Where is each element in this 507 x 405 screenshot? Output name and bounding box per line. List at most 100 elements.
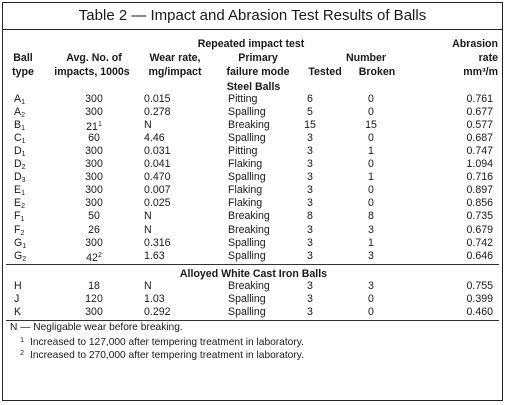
cell-ball-type: E2 bbox=[14, 197, 25, 211]
cell-avg-impacts: 120 bbox=[85, 292, 103, 305]
cell-wear-rate: 0.031 bbox=[144, 145, 171, 158]
cell-broken: 0 bbox=[368, 132, 374, 145]
cell-wear-rate: 1.63 bbox=[144, 249, 165, 262]
cell-tested: 3 bbox=[307, 223, 313, 236]
cell-wear-rate: N bbox=[144, 119, 152, 132]
cell-avg-impacts: 26 bbox=[88, 223, 100, 236]
cell-tested: 15 bbox=[304, 119, 316, 132]
table-row: C1 60 4.46 Spalling 3 0 0.687 bbox=[0, 132, 507, 145]
cell-abrasion-rate: 0.747 bbox=[466, 145, 493, 158]
cell-ball-type: G1 bbox=[14, 236, 27, 250]
header-type: type bbox=[12, 66, 34, 78]
cell-wear-rate: 0.292 bbox=[144, 305, 171, 318]
footnote-text: Increased to 270,000 after tempering tre… bbox=[30, 349, 304, 361]
cell-broken: 0 bbox=[368, 197, 374, 210]
cell-abrasion-rate: 0.679 bbox=[466, 223, 493, 236]
cell-wear-rate: 0.007 bbox=[144, 184, 171, 197]
footnote-mark: 1 bbox=[20, 336, 24, 344]
cell-avg-impacts: 300 bbox=[85, 145, 103, 158]
cell-tested: 5 bbox=[307, 106, 313, 119]
cell-failure-mode: Pitting bbox=[228, 93, 258, 105]
table-row: K 300 0.292 Spalling 3 0 0.460 bbox=[0, 306, 507, 318]
cell-wear-rate: N bbox=[144, 279, 152, 292]
header-wear-rate: Wear rate, bbox=[149, 52, 201, 64]
footnote-text: Increased to 127,000 after tempering tre… bbox=[30, 336, 304, 348]
table-row: G1 300 0.316 Spalling 3 1 0.742 bbox=[0, 236, 507, 250]
cell-tested: 3 bbox=[307, 249, 313, 262]
cell-abrasion-rate: 0.687 bbox=[466, 132, 493, 145]
cell-tested: 3 bbox=[307, 236, 313, 249]
cell-broken: 0 bbox=[368, 158, 374, 171]
cell-ball-type: J bbox=[14, 292, 20, 305]
header-avg-no-of: Avg. No. of bbox=[66, 52, 122, 64]
cell-broken: 0 bbox=[368, 184, 374, 197]
cell-avg-impacts: 18 bbox=[88, 279, 100, 292]
cell-abrasion-rate: 0.577 bbox=[466, 119, 493, 132]
header-ball: Ball bbox=[13, 52, 33, 64]
cell-tested: 8 bbox=[307, 210, 313, 223]
cell-avg-impacts: 60 bbox=[88, 132, 100, 145]
cell-broken: 1 bbox=[368, 171, 374, 184]
section-divider bbox=[6, 263, 499, 265]
cell-ball-type: F2 bbox=[14, 223, 25, 237]
cell-avg-impacts: 300 bbox=[85, 93, 103, 105]
cell-abrasion-rate: 0.646 bbox=[466, 249, 493, 262]
cell-wear-rate: 0.470 bbox=[144, 171, 171, 184]
cell-avg-impacts: 300 bbox=[85, 197, 103, 210]
cell-abrasion-rate: 0.856 bbox=[466, 197, 493, 210]
header-impacts-1000s: impacts, 1000s bbox=[54, 66, 130, 78]
cell-tested: 3 bbox=[307, 279, 313, 292]
cell-wear-rate: 0.316 bbox=[144, 236, 171, 249]
cell-ball-type: F1 bbox=[14, 210, 25, 224]
cell-ball-type: H bbox=[14, 279, 22, 292]
table-row: B1 211 N Breaking 15 15 0.577 bbox=[0, 119, 507, 134]
cell-avg-impacts: 300 bbox=[85, 171, 103, 184]
cell-wear-rate: 0.015 bbox=[144, 93, 171, 105]
header-rate-unit: mm³/m bbox=[463, 66, 498, 78]
cell-tested: 3 bbox=[307, 292, 313, 305]
cell-failure-mode: Flaking bbox=[228, 197, 263, 210]
table-row: F2 26 N Breaking 3 3 0.679 bbox=[0, 223, 507, 237]
cell-abrasion-rate: 0.399 bbox=[466, 292, 493, 305]
cell-broken: 15 bbox=[365, 119, 377, 132]
header-broken: Broken bbox=[358, 66, 396, 78]
cell-abrasion-rate: 0.755 bbox=[466, 279, 493, 292]
cell-failure-mode: Flaking bbox=[228, 184, 263, 197]
header-rate: rate bbox=[478, 52, 498, 64]
cell-broken: 3 bbox=[368, 279, 374, 292]
cell-ball-type: C1 bbox=[14, 132, 26, 146]
table-row: E1 300 0.007 Flaking 3 0 0.897 bbox=[0, 184, 507, 197]
cell-failure-mode: Flaking bbox=[228, 158, 263, 171]
cell-broken: 3 bbox=[368, 223, 374, 236]
cell-broken: 3 bbox=[368, 249, 374, 262]
cell-tested: 3 bbox=[307, 305, 313, 318]
cell-ball-type: E1 bbox=[14, 184, 25, 198]
cell-abrasion-rate: 0.761 bbox=[466, 93, 493, 105]
cell-broken: 1 bbox=[368, 236, 374, 249]
notes-divider bbox=[6, 319, 499, 321]
cell-avg-impacts: 300 bbox=[85, 236, 103, 249]
cell-wear-rate: 0.025 bbox=[144, 197, 171, 210]
cell-avg-impacts: 300 bbox=[85, 184, 103, 197]
cell-wear-rate: 0.278 bbox=[144, 106, 171, 119]
cell-abrasion-rate: 0.735 bbox=[466, 210, 493, 223]
header-repeated-impact-test: Repeated impact test bbox=[197, 38, 305, 50]
cell-failure-mode: Spalling bbox=[228, 171, 266, 184]
cell-failure-mode: Spalling bbox=[228, 236, 266, 249]
table-row: D2 300 0.041 Flaking 3 0 1.094 bbox=[0, 158, 507, 171]
cell-failure-mode: Spalling bbox=[228, 132, 266, 145]
cell-ball-type: A1 bbox=[14, 93, 25, 106]
cell-failure-mode: Pitting bbox=[228, 145, 258, 158]
cell-broken: 0 bbox=[368, 93, 374, 105]
cell-abrasion-rate: 1.094 bbox=[466, 158, 493, 171]
cell-failure-mode: Spalling bbox=[228, 292, 266, 305]
cell-failure-mode: Breaking bbox=[228, 223, 270, 236]
cell-broken: 0 bbox=[368, 292, 374, 305]
cell-avg-impacts: 211 bbox=[86, 121, 102, 134]
cell-failure-mode: Spalling bbox=[228, 305, 266, 318]
cell-wear-rate: N bbox=[144, 223, 152, 236]
cell-wear-rate: 1.03 bbox=[144, 292, 165, 305]
cell-avg-impacts: 300 bbox=[85, 305, 103, 318]
cell-avg-impacts: 300 bbox=[85, 158, 103, 171]
table-title: Table 2 — Impact and Abrasion Test Resul… bbox=[2, 2, 503, 30]
